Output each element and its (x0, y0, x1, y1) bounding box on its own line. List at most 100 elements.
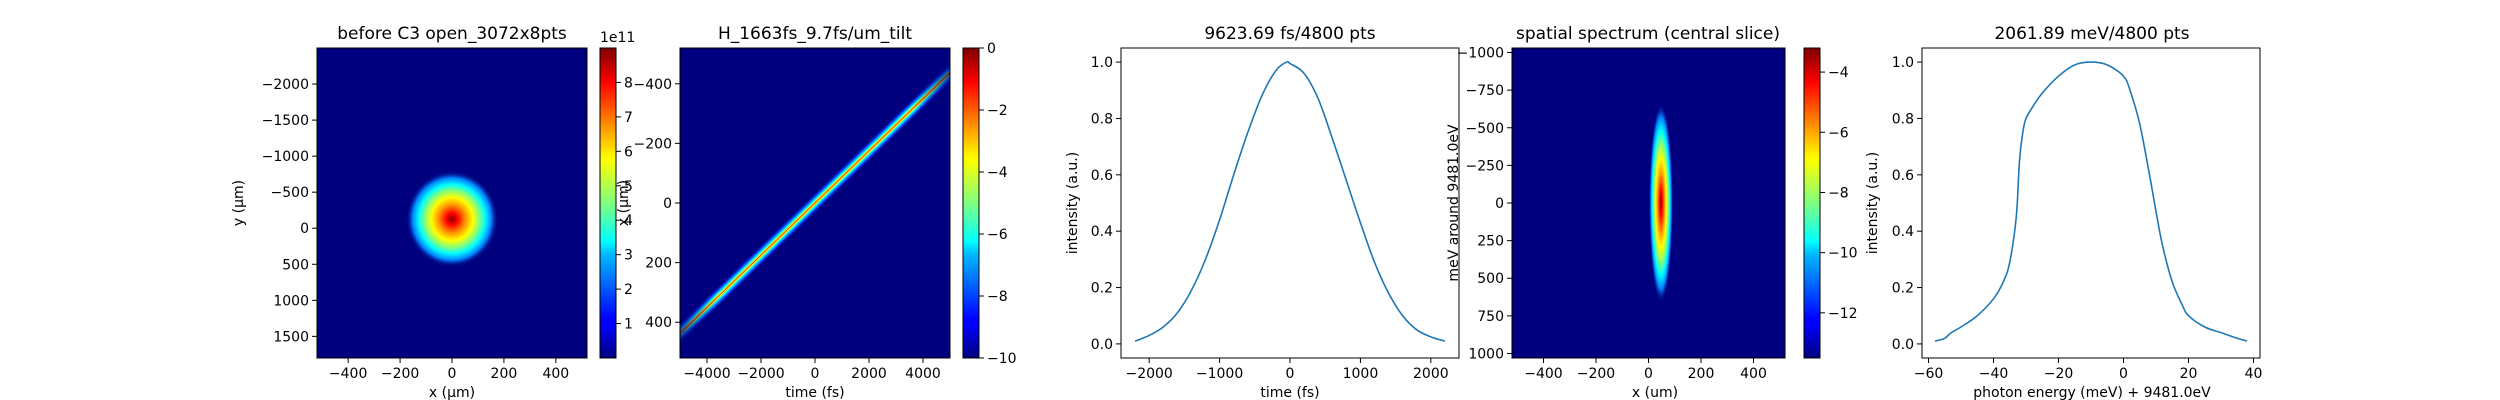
x-tick-label: −400 (1524, 366, 1562, 382)
y-axis-label: intensity (a.u.) (1065, 152, 1081, 254)
y-tick-label: 500 (282, 257, 309, 273)
colorbar-tick-label: 0 (987, 41, 996, 57)
y-tick-label: 0.8 (1091, 111, 1113, 127)
x-tick-label: 2000 (1413, 366, 1449, 382)
x-tick-label: −60 (1914, 366, 1944, 382)
y-tick-label: 0.2 (1091, 281, 1113, 297)
panel-spatial-spectrum: spatial spectrum (central slice) −400 −20… (1446, 24, 1858, 400)
colorbar-tick-label: −4 (1828, 65, 1849, 81)
x-tick-label: −40 (1979, 366, 2009, 382)
x-axis-label: x (μm) (429, 385, 475, 400)
y-tick-label: 1000 (273, 293, 309, 309)
y-tick-label: 1000 (1468, 346, 1504, 362)
colorbar-ticks: 0 −2 −4 −6 −8 −10 (979, 41, 1017, 367)
heatmap-streak (680, 49, 950, 357)
colorbar-tick-label: 2 (624, 282, 633, 298)
y-tick-label: −250 (1466, 158, 1504, 174)
x-tick-label: 200 (1688, 366, 1715, 382)
heatmap-streak (1649, 103, 1673, 303)
plot-lines (1134, 60, 1446, 342)
colorbar (599, 47, 617, 359)
y-tick-label: −500 (1466, 121, 1504, 137)
chart-title: spatial spectrum (central slice) (1516, 24, 1780, 44)
x-tick-label: 0 (1644, 366, 1653, 382)
y-tick-label: 250 (1477, 234, 1504, 250)
x-tick-label: −2000 (737, 366, 784, 382)
y-tick-label: 1500 (273, 329, 309, 345)
y-tick-label: 0 (1495, 196, 1504, 212)
y-axis-label: y (μm) (231, 180, 247, 226)
x-tick-label: 200 (491, 366, 518, 382)
x-tick-label: −200 (381, 366, 419, 382)
y-tick-label: 1.0 (1091, 55, 1113, 71)
panel-spatial-profile: before C3 open_3072x8pts −400 −200 0 200 400… (231, 24, 635, 400)
colorbar-tick-label: 6 (624, 144, 633, 160)
heatmap-blob (406, 171, 498, 267)
y-tick-label: 0.6 (1091, 168, 1113, 184)
x-tick-label: −4000 (683, 366, 730, 382)
colorbar-tick-label: −8 (1828, 185, 1849, 201)
plot-frame (1921, 47, 2261, 359)
y-tick-label: 200 (645, 256, 672, 272)
x-tick-label: 0 (811, 366, 820, 382)
colorbar-tick-label: −8 (987, 289, 1008, 305)
colorbar-tick-label: 1 (624, 317, 633, 333)
x-tick-label: −20 (2044, 366, 2074, 382)
x-tick-label: 400 (1740, 366, 1767, 382)
chart-title: H_1663fs_9.7fs/um_tilt (718, 24, 912, 44)
axes: −400 −200 0 200 400 1000 750 500 250 0 −250 −500 −75… (1457, 46, 1767, 382)
x-tick-label: 0 (1286, 366, 1295, 382)
y-tick-label: 750 (1477, 309, 1504, 325)
y-tick-label: 500 (1477, 271, 1504, 287)
y-axis-label: intensity (a.u.) (1865, 152, 1881, 254)
chart-title: before C3 open_3072x8pts (337, 24, 567, 44)
colorbar-tick-label: 8 (624, 75, 633, 91)
x-tick-label: −1000 (1196, 366, 1243, 382)
colorbar-tick-label: −10 (1828, 246, 1858, 262)
colorbar-ticks: −4 −6 −8 −10 −12 (1820, 65, 1858, 322)
y-tick-label: −500 (271, 185, 309, 201)
colorbar-tick-label: −4 (987, 165, 1008, 181)
x-axis-label: time (fs) (785, 385, 844, 400)
y-tick-label: 0.0 (1091, 337, 1113, 353)
axes: −60 −40 −20 0 20 40 0.0 0.2 0.4 0.6 0.8 1.0 (1892, 55, 2263, 382)
colorbar-tick-label: −6 (1828, 125, 1849, 141)
plot-background (1512, 48, 1785, 358)
y-tick-label: 0.8 (1892, 111, 1914, 127)
x-tick-label: 0 (2119, 366, 2128, 382)
x-tick-label: 1000 (1343, 366, 1379, 382)
panel-temporal-profile: 9623.69 fs/4800 pts −2000 −1000 0 1000 2000 0… (1065, 24, 1460, 400)
x-tick-label: 40 (2245, 366, 2263, 382)
x-axis-label: x (um) (1632, 385, 1678, 400)
y-tick-label: −750 (1466, 83, 1504, 99)
series-line (1134, 60, 1446, 342)
x-tick-label: −200 (1577, 366, 1615, 382)
colorbar (1803, 47, 1821, 359)
y-axis-label: x (μm) (616, 180, 632, 226)
colorbar-tick-label: 3 (624, 248, 633, 264)
x-axis-label: photon energy (meV) + 9481.0eV (1973, 385, 2211, 400)
colorbar-ticks: 1 2 3 4 5 6 7 8 (616, 75, 633, 333)
y-tick-label: −1500 (262, 113, 309, 129)
chart-title: 9623.69 fs/4800 pts (1204, 24, 1375, 44)
y-tick-label: 0 (300, 221, 309, 237)
x-tick-label: −400 (329, 366, 367, 382)
x-tick-label: −2000 (1125, 366, 1172, 382)
x-tick-label: 4000 (905, 366, 941, 382)
y-tick-label: −2000 (262, 77, 309, 93)
y-tick-label: 400 (645, 315, 672, 331)
panel-spectrum: 2061.89 meV/4800 pts −60 −40 −20 0 20 40 0.0 0.… (1865, 24, 2262, 400)
y-tick-label: 0.0 (1892, 337, 1914, 353)
x-tick-label: 400 (542, 366, 569, 382)
x-tick-label: 2000 (851, 366, 887, 382)
colorbar-exponent: 1e11 (600, 30, 635, 46)
colorbar-tick-label: −12 (1828, 306, 1858, 322)
axes: −2000 −1000 0 1000 2000 0.0 0.2 0.4 0.6 0.8 1.0 (1091, 55, 1449, 382)
y-tick-label: 0 (663, 196, 672, 212)
x-axis-label: time (fs) (1260, 385, 1319, 400)
y-tick-label: −1000 (262, 149, 309, 165)
panel-time-space: H_1663fs_9.7fs/um_tilt −4000 −2000 0 2000 40… (616, 24, 1017, 400)
y-tick-label: −400 (634, 77, 672, 93)
